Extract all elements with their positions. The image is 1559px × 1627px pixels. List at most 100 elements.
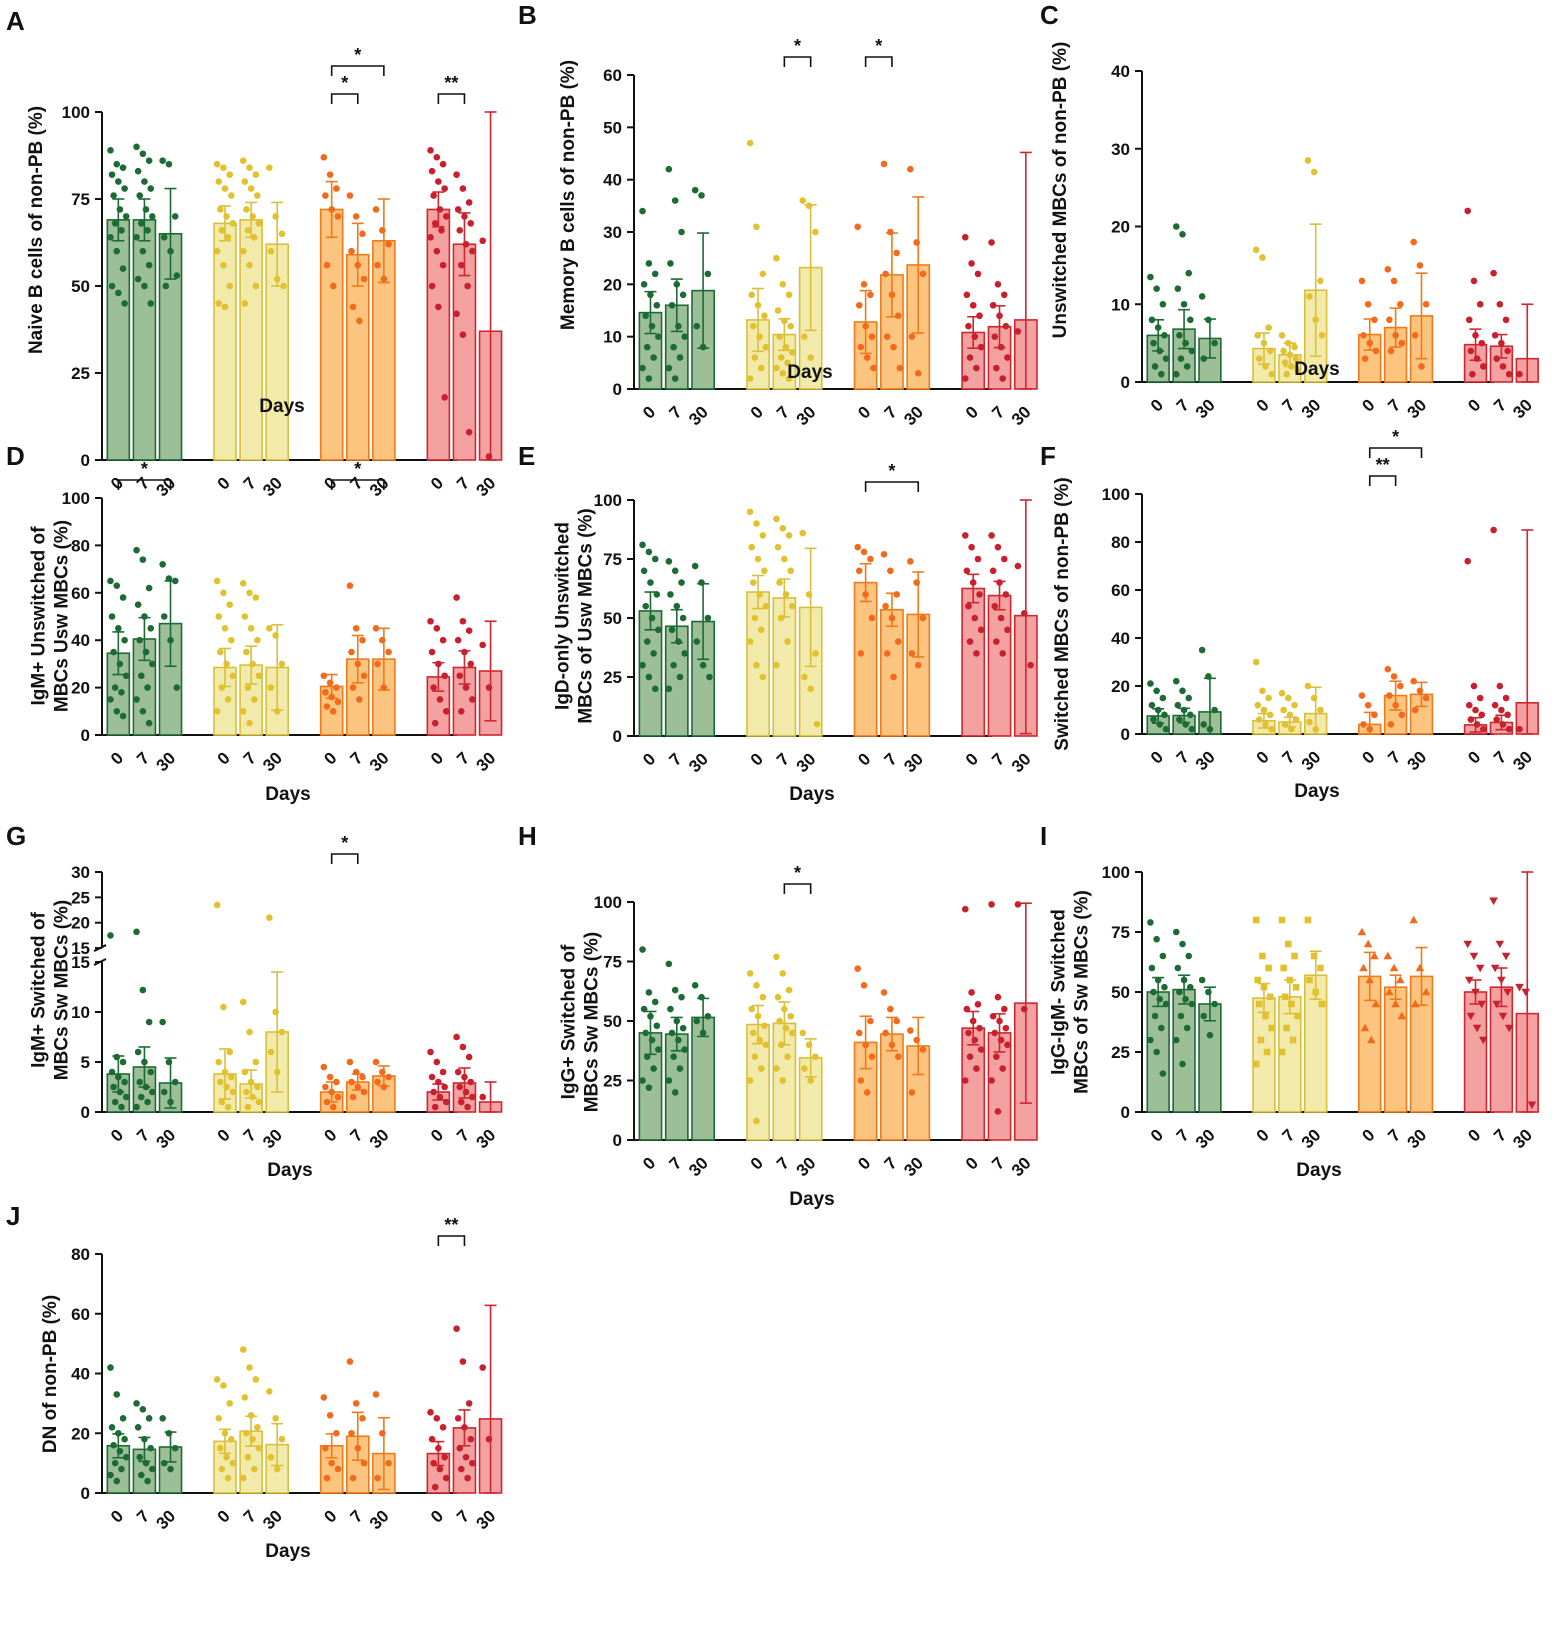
panel-a-data-point	[118, 227, 125, 234]
panel-h-data-point	[961, 1077, 969, 1084]
panel-d-data-point	[173, 684, 181, 691]
panel-c-data-point	[1491, 332, 1499, 339]
panel-g-data-point	[218, 1098, 226, 1106]
panel-g-data-point	[137, 1093, 145, 1101]
panel-f-data-point	[1476, 694, 1484, 702]
panel-b-data-point	[999, 375, 1006, 382]
panel-f-data-point	[1156, 721, 1164, 728]
panel-b-data-point	[908, 333, 916, 340]
panel-d-data-point	[136, 636, 144, 644]
panel-b-data-point	[699, 343, 707, 351]
panel-a-data-point	[453, 310, 460, 318]
panel-h-data-point	[749, 1029, 757, 1037]
panel-b-data-point	[1002, 322, 1010, 330]
panel-a-data-point	[348, 247, 355, 255]
panel-f-data-point	[1278, 689, 1286, 697]
panel-c-data-point	[1252, 246, 1260, 254]
panel-j-data-point	[216, 1444, 224, 1452]
panel-i-data-point	[1159, 952, 1167, 960]
panel-f-data-point	[1371, 711, 1378, 719]
panel-f-data-point	[1286, 711, 1294, 719]
panel-e-data-point	[639, 661, 646, 669]
panel-a-data-point	[221, 303, 229, 311]
panel-e-data-point	[997, 614, 1005, 622]
panel-f-data-point	[1180, 706, 1188, 714]
panel-a-data-point	[272, 213, 279, 220]
panel-e-data-point	[974, 555, 982, 563]
panel-a-data-point	[239, 247, 247, 255]
panel-b-x-tick-label: 7	[988, 402, 1008, 422]
panel-h-data-point	[653, 1022, 661, 1030]
panel-g-data-point	[326, 1073, 334, 1081]
panel-j-y-tick-label: 60	[71, 1305, 90, 1324]
panel-c-x-tick-label: 7	[1384, 395, 1404, 415]
panel-a-data-point	[220, 164, 227, 171]
panel-g-data-point	[213, 901, 221, 909]
panel-g-data-point	[372, 1058, 380, 1066]
panel-a-data-point	[136, 192, 144, 199]
panel-j-data-point	[436, 1465, 444, 1473]
panel-h-data-point	[788, 1029, 796, 1037]
panel-c-data-point	[1516, 370, 1523, 378]
panel-c-x-tick-label: 30	[1509, 395, 1536, 422]
panel-h-y-axis-label-line: IgG+ Switched of	[559, 944, 580, 1099]
panel-d-data-point	[108, 613, 116, 620]
panel-j-data-point	[108, 1423, 116, 1431]
panel-g-data-point	[323, 1098, 331, 1106]
panel-a-data-point	[246, 164, 253, 171]
panel-g-data-point	[266, 914, 273, 921]
panel-f-data-point	[1467, 716, 1475, 723]
panel-d-data-point	[223, 660, 230, 668]
panel-b-data-point	[675, 322, 682, 330]
panel-f-data-point	[1280, 706, 1287, 714]
panel-e-data-point	[813, 720, 821, 728]
panel-c-data-point	[1180, 300, 1188, 308]
panel-f-data-point	[1252, 658, 1260, 666]
panel-g-data-point	[134, 1048, 142, 1056]
panel-b-data-point	[773, 364, 780, 372]
panel-i-data-point	[1360, 1023, 1370, 1032]
panel-j-data-point	[227, 1435, 235, 1443]
panel-h-data-point	[781, 1005, 788, 1013]
panel-i-data-point	[1254, 976, 1262, 984]
panel-g-data-point	[167, 1098, 174, 1106]
panel-g-data-point	[133, 1103, 140, 1111]
panel-j-data-point	[107, 1364, 114, 1371]
panel-h-data-point	[880, 989, 888, 996]
panel-d-x-tick-label: 0	[427, 748, 447, 768]
panel-i-data-point	[1252, 916, 1260, 924]
panel-h-data-point	[989, 1012, 997, 1020]
panel-i-y-tick-label: 0	[1121, 1103, 1130, 1122]
panel-a-data-point	[278, 230, 286, 238]
panel-b-data-point	[988, 239, 995, 246]
panel-f-data-point	[1147, 680, 1154, 687]
panel-i-y-axis-label: IgG-IgM- SwitchedMBCs of Sw MBCs (%)	[1049, 890, 1093, 1094]
panel-d-data-point	[430, 684, 437, 691]
panel-g-data-point	[147, 1068, 155, 1076]
panel-e-data-point	[678, 579, 685, 586]
panel-a-data-point	[221, 185, 229, 192]
panel-g-x-tick-label: 0	[427, 1125, 447, 1145]
panel-h-data-point	[812, 1053, 819, 1060]
panel-b-data-point	[882, 270, 889, 278]
panel-i-data-point	[1186, 983, 1194, 991]
panel-h-data-point	[777, 1041, 785, 1049]
panel-j-data-point	[247, 1412, 255, 1419]
panel-c-data-point	[1499, 363, 1507, 370]
panel-b-data-point	[665, 165, 673, 173]
panel-j-data-point	[134, 1423, 142, 1431]
panel-c-data-point	[1398, 339, 1406, 347]
panel-i-data-point	[1185, 952, 1193, 960]
panel-b-data-point	[1000, 291, 1008, 299]
panel-d-data-point	[273, 708, 281, 715]
panel-a-data-point	[458, 261, 465, 269]
panel-f-data-point	[1493, 716, 1501, 723]
panel-g-data-point	[378, 1068, 386, 1076]
panel-a-data-point	[359, 230, 366, 238]
panel-e-data-point	[645, 673, 653, 681]
panel-h-data-point	[860, 982, 868, 989]
panel-c-data-point	[1153, 285, 1160, 293]
panel-i-data-point	[1515, 983, 1524, 992]
panel-e-data-point	[640, 567, 648, 575]
